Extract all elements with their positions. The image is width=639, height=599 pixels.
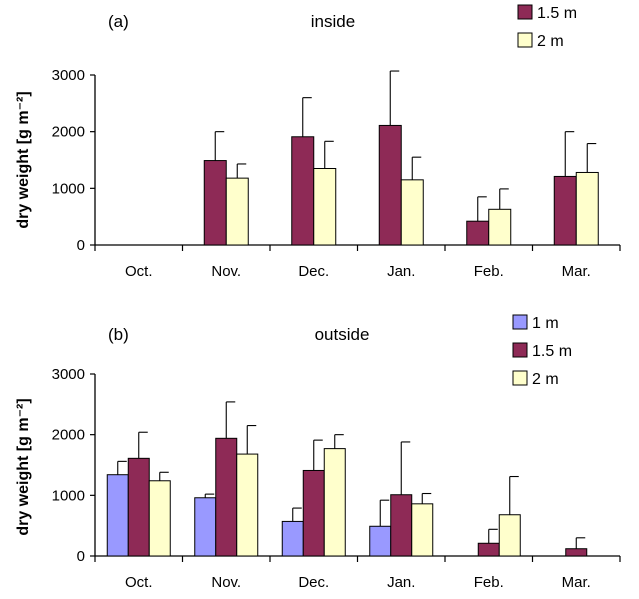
y-tick-label: 2000 [52,427,85,444]
legend-label: 2 m [537,33,564,50]
chart-panel-outside: (b) outside dry weight [g m⁻²] 0 1000 2000 300… [15,314,621,591]
bar [477,542,500,557]
x-tick-label: Nov. [211,574,241,591]
bar [215,437,238,557]
y-tick-label: 1000 [52,487,85,504]
legend-swatch [512,370,528,386]
bar [203,160,227,246]
bar [194,497,217,557]
legend-label: 1 m [532,315,559,332]
bar [553,175,577,246]
bar [323,448,346,557]
bar [148,480,171,557]
x-tick-label: Jan. [387,263,415,280]
y-tick-label: 3000 [52,366,85,383]
bar [390,494,413,557]
x-tick-label: Dec. [298,263,329,280]
bar [565,548,588,557]
legend-label: 1.5 m [532,343,572,360]
bar [378,124,402,246]
bar [498,514,521,557]
bar [488,208,512,246]
x-tick-label: Nov. [211,263,241,280]
y-tick-label: 2000 [52,124,85,141]
legend-swatch [512,314,528,330]
bar [281,520,304,557]
x-tick-label: Feb. [474,574,504,591]
x-tick-label: Dec. [298,574,329,591]
panel-label: (b) [108,325,129,344]
x-tick-label: Mar. [562,574,591,591]
x-tick-label: Oct. [125,574,153,591]
bar [302,469,325,557]
panel-title: outside [315,325,370,344]
bar [236,453,259,557]
bar [225,177,249,246]
x-tick-label: Mar. [562,263,591,280]
panel-title: inside [311,12,355,31]
legend-label: 2 m [532,371,559,388]
legend-label: 1.5 m [537,5,577,22]
y-tick-label: 0 [77,548,85,565]
bar [291,136,315,246]
bar [369,525,392,557]
legend-swatch [517,32,533,48]
x-tick-label: Jan. [387,574,415,591]
y-tick-label: 0 [77,237,85,254]
bar [466,220,490,246]
panel-label: (a) [108,12,129,31]
chart-panel-inside: (a) inside dry weight [g m⁻²] 0 1000 2000 3000… [15,4,621,280]
bar [400,179,424,246]
bar [575,171,599,246]
y-axis-label: dry weight [g m⁻²] [15,398,32,535]
bar [411,503,434,557]
bar [106,474,129,557]
x-tick-label: Oct. [125,263,153,280]
x-tick-label: Feb. [474,263,504,280]
bar [127,457,150,557]
bar [313,168,337,246]
y-axis-label: dry weight [g m⁻²] [15,91,32,228]
y-tick-label: 1000 [52,180,85,197]
legend-swatch [517,4,533,20]
y-tick-label: 3000 [52,67,85,84]
legend-swatch [512,342,528,358]
